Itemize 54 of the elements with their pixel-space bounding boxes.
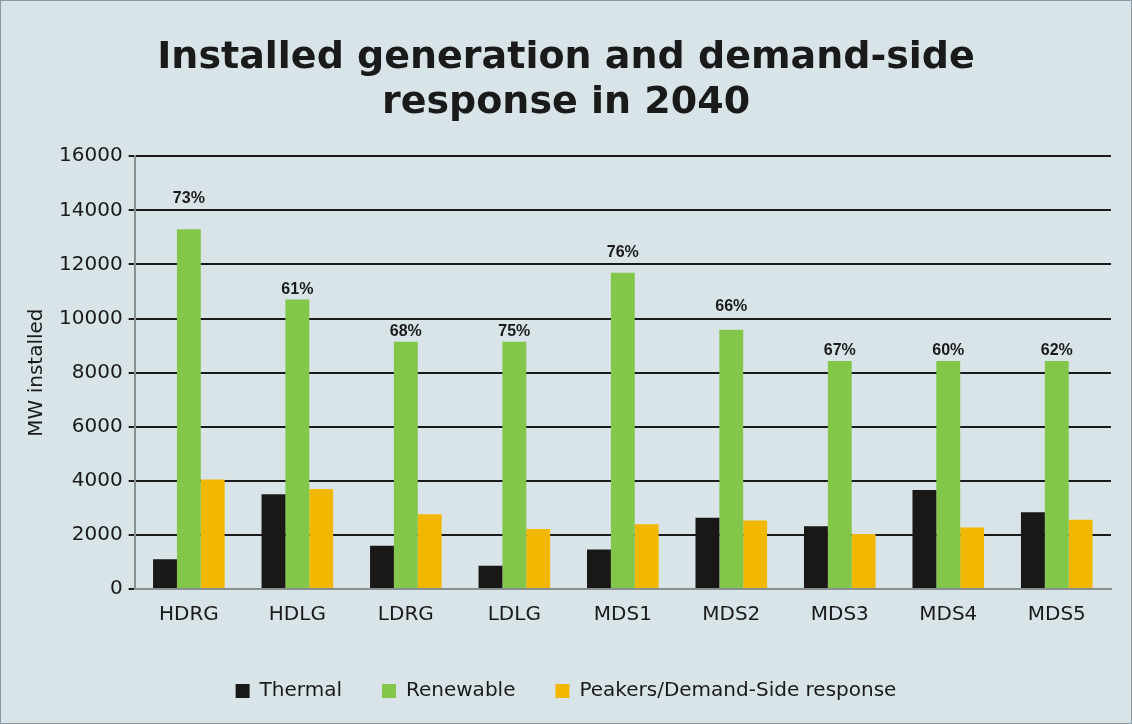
bar	[478, 565, 503, 588]
annotation: 61%	[281, 279, 314, 297]
bar	[610, 272, 635, 588]
x-tick-label: HDLG	[268, 601, 326, 626]
annotation: 76%	[606, 242, 639, 260]
y-tick-label: 6000	[71, 412, 123, 437]
bar	[587, 549, 611, 588]
bar	[936, 360, 961, 588]
y-tick-label: 8000	[71, 358, 123, 383]
bar	[960, 527, 985, 588]
y-tick-label: 0	[109, 575, 123, 600]
bar	[502, 341, 527, 588]
legend-label: Peakers/Demand-Side response	[579, 677, 897, 702]
annotation: 68%	[389, 322, 422, 340]
x-tick-label: MDS1	[593, 601, 652, 626]
y-tick-label: 14000	[59, 196, 123, 221]
bar	[309, 488, 334, 588]
y-tick-label: 4000	[71, 467, 123, 491]
bar	[851, 534, 876, 588]
bar	[417, 514, 442, 588]
annotation: 60%	[932, 341, 965, 359]
bar	[526, 528, 551, 588]
bar	[176, 229, 201, 588]
x-tick-label: LDRG	[377, 601, 434, 626]
y-tick-label: 10000	[59, 304, 123, 329]
bar	[1044, 360, 1069, 588]
x-tick-label: MDS4	[919, 601, 978, 626]
y-tick-label: 2000	[71, 521, 123, 546]
y-tick-label: 16000	[59, 142, 123, 167]
y-axis-title: MW installed	[23, 308, 48, 437]
bar	[743, 520, 768, 588]
bar	[285, 299, 310, 588]
y-tick-label: 12000	[59, 250, 123, 275]
bar	[393, 341, 418, 588]
bar	[634, 524, 659, 588]
annotation: 73%	[172, 188, 205, 206]
bar	[370, 545, 394, 588]
annotation: 75%	[498, 322, 531, 340]
x-tick-label: HDRG	[158, 601, 219, 626]
bar	[827, 360, 852, 588]
annotation: 66%	[715, 296, 748, 314]
bar	[719, 329, 744, 588]
bar	[200, 479, 225, 588]
x-tick-label: MDS5	[1027, 601, 1086, 626]
annotation: 67%	[823, 341, 856, 359]
annotation: 62%	[1040, 341, 1073, 359]
legend-label: Renewable	[405, 677, 516, 702]
x-tick-label: LDLG	[487, 601, 541, 626]
legend-label: Thermal	[258, 677, 342, 702]
x-tick-label: MDS2	[702, 601, 761, 626]
x-tick-label: MDS3	[810, 601, 869, 626]
bar	[1068, 519, 1093, 588]
chart-title: Installed generation and demand-side response in 2040	[157, 32, 975, 123]
bar	[153, 559, 177, 588]
